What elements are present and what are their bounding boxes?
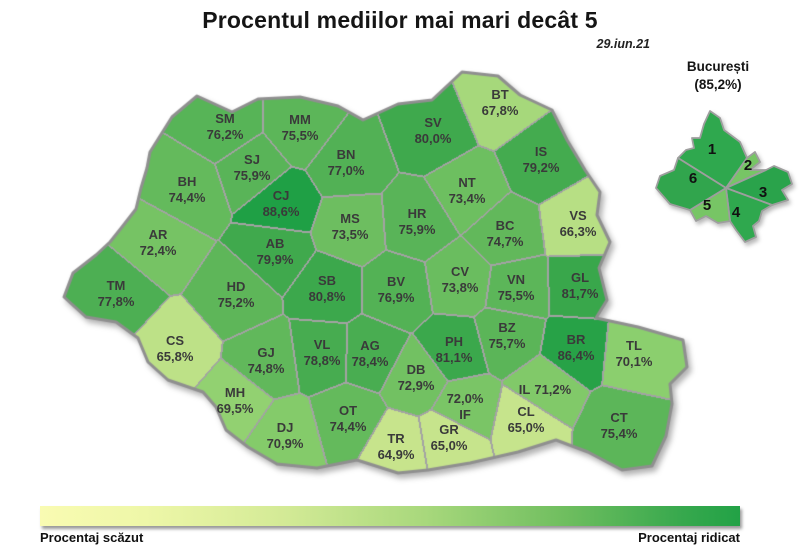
bucharest-sector-4-label: 4 — [732, 204, 741, 221]
bucharest-sector-3-shape — [725, 165, 793, 206]
bucharest-sector-3-label: 3 — [759, 184, 767, 201]
legend-high-label: Procentaj ridicat — [638, 530, 740, 545]
legend-low-label: Procentaj scăzut — [40, 530, 144, 545]
bucharest-sector-1-label: 1 — [708, 141, 716, 158]
bucharest-sector-5-label: 5 — [703, 197, 711, 214]
bucharest-sector-4-shape — [725, 187, 773, 243]
bucharest-name: București — [686, 59, 750, 74]
bucharest-value: (85,2%) — [694, 77, 742, 92]
bucharest-title: București (85,2%) — [647, 58, 789, 94]
bucharest-sector-6-shape — [655, 157, 727, 211]
bucharest-sector-6-label: 6 — [689, 170, 697, 187]
bucharest-sector-map: 1 2 3 4 5 6 — [655, 110, 793, 243]
legend-labels: Procentaj scăzut Procentaj ridicat — [40, 530, 740, 545]
legend-gradient-bar — [40, 506, 740, 526]
bucharest-sector-2-label: 2 — [744, 157, 752, 174]
